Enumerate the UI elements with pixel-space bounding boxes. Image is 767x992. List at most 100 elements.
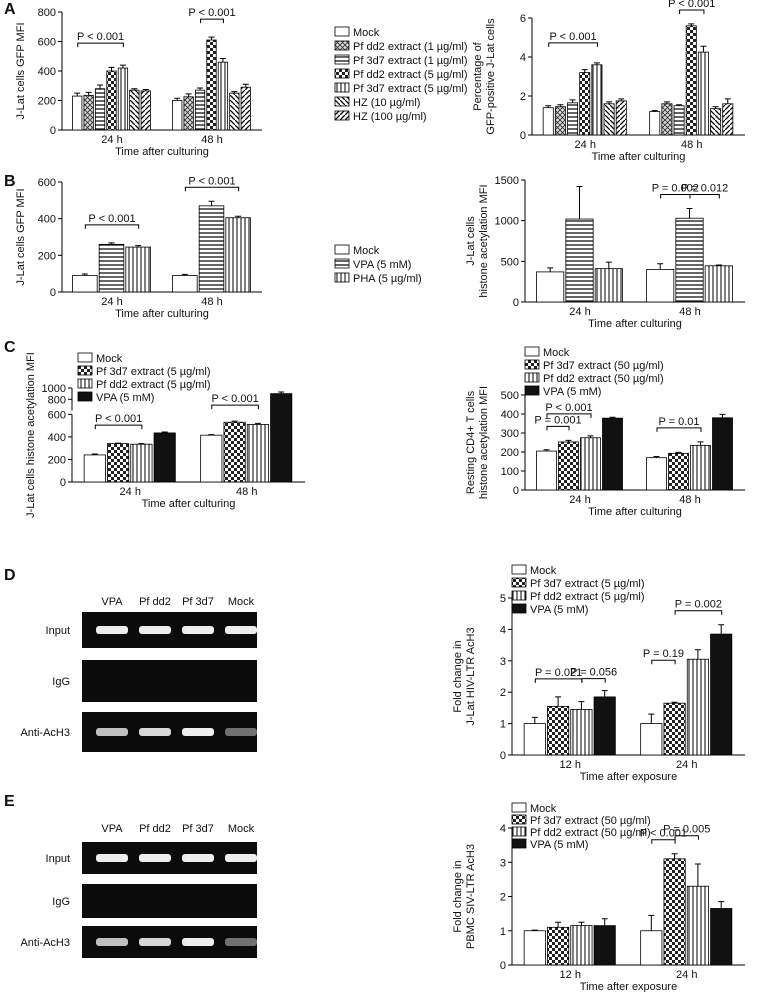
error-bar (74, 92, 81, 97)
error-bar (587, 435, 594, 438)
axis-break (67, 410, 77, 415)
error-bar (108, 66, 115, 71)
bar (129, 89, 140, 131)
y-tick-label: 400 (38, 214, 56, 226)
bar (558, 441, 579, 491)
bar (710, 108, 722, 136)
legend-label: VPA (5 mM) (353, 259, 411, 271)
bar (646, 269, 675, 303)
y-axis-label: GFP-positive J-Lat cells (485, 18, 497, 135)
bar (640, 930, 663, 966)
bar (246, 424, 269, 483)
bar (270, 393, 293, 483)
error-bar (715, 264, 722, 266)
lane-label: Pf dd2 (139, 596, 171, 608)
error-bar (578, 921, 585, 926)
bar (722, 103, 734, 136)
x-tick-label: 24 h (101, 134, 122, 146)
error-bar (135, 245, 142, 248)
bar (646, 457, 667, 491)
y-tick-label: 1 (500, 926, 506, 938)
bar (685, 25, 697, 136)
legend-label: Pf dd2 extract (5 µg/ml) (353, 69, 468, 81)
legend-label: Pf dd2 extract (5 µg/ml) (530, 591, 645, 603)
y-tick-label: 800 (48, 394, 66, 406)
significance-bracket (651, 839, 676, 844)
legend-swatch (334, 82, 350, 93)
p-value: P = 0.005 (663, 824, 710, 836)
error-bar (119, 64, 126, 69)
error-bar (651, 110, 658, 112)
legend-swatch (511, 577, 527, 588)
y-tick-label: 400 (501, 409, 519, 421)
bar (602, 417, 623, 491)
legend-label: Mock (353, 245, 380, 257)
lane-label: VPA (101, 823, 123, 835)
lane-label: VPA (101, 596, 123, 608)
row-label: Input (46, 853, 70, 865)
bar (523, 723, 546, 756)
bar (183, 96, 194, 131)
legend-swatch (77, 391, 93, 402)
bar (593, 925, 616, 966)
legend-label: VPA (5 mM) (530, 839, 588, 851)
panel-label: B (4, 173, 16, 190)
error-bar (676, 104, 683, 106)
significance-bracket (581, 678, 606, 683)
p-value: P < 0.001 (668, 0, 715, 10)
legend-label: Pf dd2 extract (1 µg/ml) (353, 41, 468, 53)
p-value: P = 0.056 (570, 667, 617, 679)
error-bar (115, 442, 122, 444)
bar (663, 702, 686, 756)
bar (536, 450, 557, 491)
bar (649, 111, 661, 136)
significance-bracket (674, 835, 699, 840)
significance-bracket (94, 424, 143, 430)
significance-bracket (689, 193, 720, 199)
legend-label: Pf 3d7 extract (50 µg/ml) (530, 815, 651, 827)
bar (223, 421, 246, 483)
error-bar (688, 23, 695, 26)
error-bar (657, 263, 664, 270)
error-bar (694, 649, 701, 660)
p-value: P < 0.001 (211, 393, 258, 405)
legend-swatch (524, 359, 540, 370)
bar (125, 246, 151, 293)
x-tick-label: 12 h (560, 759, 581, 771)
y-tick-label: 600 (38, 37, 56, 49)
legend-label: Mock (530, 565, 557, 577)
y-tick-label: 300 (501, 428, 519, 440)
y-tick-label: 200 (38, 250, 56, 262)
y-tick-label: 0 (50, 125, 56, 137)
significance-bracket (651, 659, 676, 665)
row-label: IgG (52, 676, 70, 688)
bar (542, 107, 554, 136)
significance-bracket (77, 42, 124, 48)
significance-bracket (84, 224, 140, 229)
y-axis-label: Percentage of (472, 41, 484, 110)
bar (663, 858, 686, 966)
error-bar (543, 449, 550, 452)
bar (536, 271, 565, 303)
legend-label: Pf dd2 extract (5 µg/ml) (96, 379, 211, 391)
legend-label: Pf 3d7 extract (1 µg/ml) (353, 55, 468, 67)
gel-band (139, 854, 171, 862)
lane-label: Pf 3d7 (182, 596, 214, 608)
error-bar (671, 701, 678, 704)
significance-bracket (674, 610, 723, 615)
p-value: P = 0.002 (652, 182, 699, 194)
error-bar (81, 273, 88, 276)
error-bar (719, 413, 726, 418)
error-bar (671, 853, 678, 859)
row-label: Input (46, 625, 70, 637)
x-tick-label: 48 h (236, 486, 257, 498)
p-value: P = 0.002 (675, 599, 722, 611)
y-tick-label: 2 (500, 892, 506, 904)
y-tick-label: 200 (48, 454, 66, 466)
legend-label: HZ (10 µg/ml) (353, 97, 420, 109)
y-tick-label: 600 (38, 177, 56, 189)
bar (198, 205, 225, 293)
error-bar (601, 690, 608, 697)
y-tick-label: 500 (501, 390, 519, 402)
